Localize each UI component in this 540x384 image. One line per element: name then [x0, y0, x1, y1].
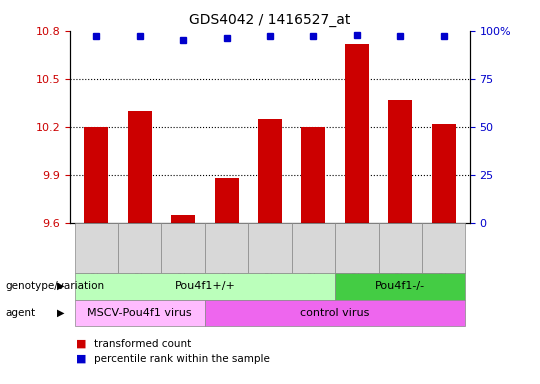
Text: ▶: ▶	[57, 281, 65, 291]
Text: MSCV-Pou4f1 virus: MSCV-Pou4f1 virus	[87, 308, 192, 318]
Text: genotype/variation: genotype/variation	[5, 281, 105, 291]
Bar	[214, 178, 239, 223]
Text: Pou4f1-/-: Pou4f1-/-	[375, 281, 426, 291]
Bar	[128, 111, 152, 223]
Bar	[388, 99, 412, 223]
Bar	[171, 215, 195, 223]
Text: percentile rank within the sample: percentile rank within the sample	[94, 354, 271, 364]
Bar	[84, 127, 108, 223]
Text: ▶: ▶	[57, 308, 65, 318]
Bar	[258, 119, 282, 223]
Title: GDS4042 / 1416527_at: GDS4042 / 1416527_at	[190, 13, 350, 27]
Text: ■: ■	[76, 339, 86, 349]
Text: Pou4f1+/+: Pou4f1+/+	[174, 281, 235, 291]
Text: control virus: control virus	[300, 308, 370, 318]
Bar	[432, 124, 456, 223]
Text: transformed count: transformed count	[94, 339, 192, 349]
Bar	[345, 43, 369, 223]
Bar	[301, 127, 326, 223]
Text: agent: agent	[5, 308, 36, 318]
Text: ■: ■	[76, 354, 86, 364]
